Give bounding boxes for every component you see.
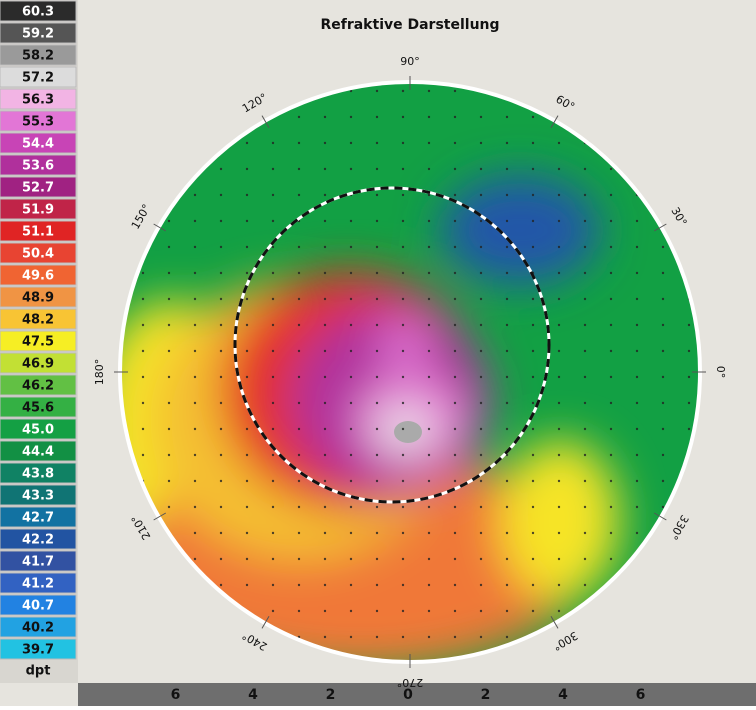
- legend-label: 49.6: [22, 269, 54, 284]
- angle-tick: [261, 115, 270, 129]
- legend-swatch: [0, 462, 77, 484]
- legend-label: 53.6: [22, 159, 54, 174]
- angle-tick: [550, 615, 559, 629]
- legend-swatch: [0, 110, 77, 132]
- legend-swatch: [0, 594, 77, 616]
- legend-swatch: [0, 88, 77, 110]
- legend-label: 52.7: [22, 181, 54, 196]
- legend-label: 48.9: [22, 291, 54, 306]
- legend-label: 54.4: [22, 137, 54, 152]
- angle-tick: [550, 115, 559, 129]
- legend-swatch: [0, 572, 77, 594]
- legend-swatch: [0, 440, 77, 462]
- legend-label: 44.4: [22, 445, 54, 460]
- legend-swatch: [0, 176, 77, 198]
- legend-swatch: [0, 330, 77, 352]
- legend-swatch: [0, 154, 77, 176]
- legend-swatch: [0, 286, 77, 308]
- legend-label: 42.7: [22, 511, 54, 526]
- legend-swatch: [0, 264, 77, 286]
- legend-swatch: [0, 418, 77, 440]
- legend-label: 45.6: [22, 401, 54, 416]
- legend-swatch: [0, 132, 77, 154]
- angle-tick: [653, 223, 667, 232]
- legend-unit: dpt: [26, 664, 51, 679]
- legend-label: 39.7: [22, 643, 54, 658]
- legend-label: 55.3: [22, 115, 54, 130]
- x-tick-label: 6: [171, 687, 181, 703]
- legend-label: 59.2: [22, 27, 54, 42]
- legend-swatch: [0, 242, 77, 264]
- angle-label: 0°: [714, 366, 727, 379]
- x-tick-label: 4: [558, 687, 568, 703]
- legend-label: 40.2: [22, 621, 54, 636]
- axis-bar: [78, 683, 756, 706]
- angle-label: 90°: [400, 55, 420, 68]
- legend-label: 43.3: [22, 489, 54, 504]
- legend-label: 58.2: [22, 49, 54, 64]
- legend-label: 42.2: [22, 533, 54, 548]
- x-tick-label: 0: [403, 687, 413, 703]
- legend-label: 51.1: [22, 225, 54, 240]
- legend-label: 48.2: [22, 313, 54, 328]
- legend-label: 47.5: [22, 335, 54, 350]
- x-tick-label: 6: [636, 687, 646, 703]
- angle-tick: [153, 223, 167, 232]
- angle-tick: [153, 512, 167, 521]
- legend-label: 46.2: [22, 379, 54, 394]
- legend-swatch: [0, 22, 77, 44]
- legend-swatch: [0, 528, 77, 550]
- pupil-circle-dash: [233, 186, 551, 504]
- legend-swatch: [0, 550, 77, 572]
- legend-swatch: [0, 66, 77, 88]
- legend-label: 56.3: [22, 93, 54, 108]
- legend-swatch: [0, 638, 77, 660]
- legend-swatch: [0, 198, 77, 220]
- legend-swatch: [0, 44, 77, 66]
- legend-swatch: [0, 308, 77, 330]
- title: Refraktive Darstellung: [320, 17, 499, 33]
- legend-label: 46.9: [22, 357, 54, 372]
- legend-label: 45.0: [22, 423, 54, 438]
- angle-label: 270°: [397, 676, 424, 689]
- legend-swatch: [0, 506, 77, 528]
- x-tick-label: 2: [481, 687, 491, 703]
- x-tick-label: 4: [248, 687, 258, 703]
- legend-label: 41.2: [22, 577, 54, 592]
- legend-swatch: [0, 396, 77, 418]
- legend-swatch: [0, 616, 77, 638]
- angle-label: 180°: [93, 359, 106, 386]
- angle-tick: [261, 615, 270, 629]
- legend-swatch: [0, 220, 77, 242]
- legend-label: 57.2: [22, 71, 54, 86]
- legend-label: 50.4: [22, 247, 54, 262]
- legend-label: 51.9: [22, 203, 54, 218]
- legend-swatch: [0, 352, 77, 374]
- angle-tick: [653, 512, 667, 521]
- legend-swatch: [0, 0, 77, 22]
- legend-swatch: [0, 484, 77, 506]
- legend-label: 43.8: [22, 467, 54, 482]
- x-tick-label: 2: [326, 687, 336, 703]
- legend-swatch: [0, 374, 77, 396]
- legend-label: 40.7: [22, 599, 54, 614]
- legend-label: 60.3: [22, 5, 54, 20]
- legend-label: 41.7: [22, 555, 54, 570]
